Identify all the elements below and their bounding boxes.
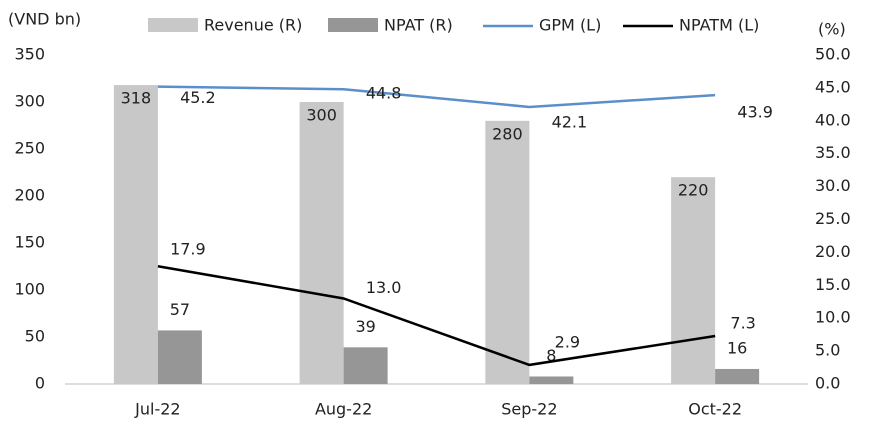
data-label: 318 [121, 89, 152, 108]
bar [529, 376, 574, 384]
bar [715, 368, 760, 384]
y2-tick-label: 30.0 [815, 176, 851, 195]
y2-tick-label: 5.0 [815, 341, 840, 360]
data-label: 45.2 [180, 88, 216, 107]
x-tick-label: Jul-22 [134, 400, 180, 419]
y-tick-label: 300 [14, 92, 45, 111]
legend-label: GPM (L) [539, 16, 601, 35]
bar [113, 85, 158, 384]
y-tick-label: 50 [25, 327, 45, 346]
y2-tick-label: 25.0 [815, 209, 851, 228]
data-label: 220 [678, 181, 709, 200]
data-label: 2.9 [555, 332, 580, 351]
bar [485, 120, 530, 385]
x-tick-label: Sep-22 [501, 400, 557, 419]
bar [299, 102, 344, 384]
data-label: 300 [306, 106, 337, 125]
legend-swatch [328, 18, 378, 32]
y2-tick-label: 40.0 [815, 110, 851, 129]
data-label: 16 [727, 338, 747, 357]
data-label: 7.3 [730, 313, 755, 332]
y2-tick-label: 50.0 [815, 45, 851, 64]
y-tick-label: 150 [14, 233, 45, 252]
y2-tick-label: 0.0 [815, 374, 840, 393]
y-tick-label: 100 [14, 280, 45, 299]
data-label: 17.9 [170, 240, 206, 259]
legend-label: Revenue (R) [204, 16, 302, 35]
y-tick-label: 350 [14, 45, 45, 64]
y-tick-label: 250 [14, 139, 45, 158]
bar [157, 330, 202, 384]
legend-swatch [148, 18, 198, 32]
legend-label: NPAT (R) [384, 16, 453, 35]
data-label: 280 [492, 124, 523, 143]
y2-tick-label: 45.0 [815, 77, 851, 96]
x-tick-label: Oct-22 [688, 400, 742, 419]
y2-tick-label: 20.0 [815, 242, 851, 261]
data-label: 8 [546, 346, 556, 365]
bar [343, 347, 388, 384]
y-tick-label: 200 [14, 186, 45, 205]
data-label: 39 [355, 317, 375, 336]
line [157, 85, 716, 109]
y2-tick-label: 10.0 [815, 308, 851, 327]
y2-tick-label: 35.0 [815, 143, 851, 162]
bar [671, 177, 716, 384]
data-label: 57 [170, 300, 190, 319]
y2-axis-label: (%) [818, 20, 846, 39]
data-label: 13.0 [366, 278, 402, 297]
y2-tick-label: 15.0 [815, 275, 851, 294]
x-tick-label: Aug-22 [315, 400, 372, 419]
data-label: 42.1 [552, 112, 588, 131]
data-label: 43.9 [737, 103, 773, 122]
y-tick-label: 0 [35, 374, 45, 393]
data-label: 44.8 [366, 84, 402, 103]
line [157, 264, 716, 367]
legend-label: NPATM (L) [679, 16, 759, 35]
y-axis-label: (VND bn) [8, 10, 81, 29]
